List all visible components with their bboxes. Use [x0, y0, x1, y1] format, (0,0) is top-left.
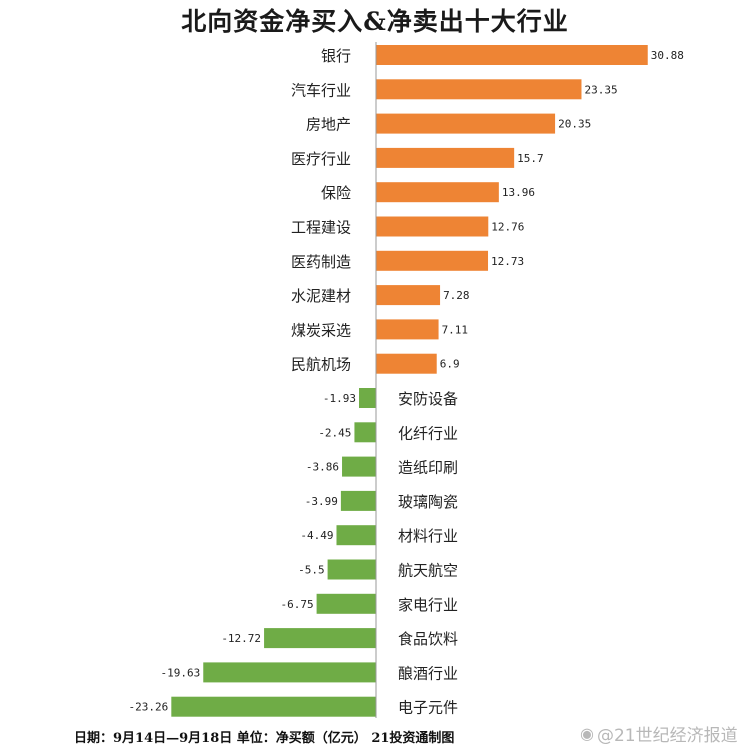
value-label: -6.75 [280, 598, 313, 611]
value-label: 30.88 [651, 49, 684, 62]
category-label: 造纸印刷 [398, 459, 458, 477]
chart-title: 北向资金净买入&净卖出十大行业 [181, 7, 569, 36]
category-label: 玻璃陶瓷 [398, 493, 458, 511]
value-label: -3.99 [305, 495, 338, 508]
category-label: 工程建设 [291, 219, 351, 237]
category-label: 食品饮料 [398, 630, 458, 648]
category-label: 材料行业 [398, 527, 458, 545]
bar-5 [376, 182, 499, 203]
value-label: -1.93 [323, 392, 356, 405]
bar-20 [171, 696, 376, 717]
bar-2 [376, 79, 582, 100]
bar-18 [264, 628, 376, 649]
bar-15 [336, 525, 376, 546]
category-label: 航天航空 [398, 562, 458, 580]
watermark: ◉ @21世纪经济报道 [580, 722, 738, 746]
value-label: -2.45 [318, 426, 351, 439]
category-label: 酿酒行业 [398, 664, 458, 682]
category-label: 房地产 [306, 116, 351, 134]
value-label: -4.49 [300, 529, 333, 542]
value-label: -3.86 [306, 461, 339, 474]
bar-13 [342, 456, 376, 477]
category-label: 化纤行业 [398, 424, 458, 442]
bar-4 [376, 147, 515, 168]
category-label: 医药制造 [291, 253, 351, 271]
bar-14 [340, 490, 376, 511]
category-label: 安防设备 [398, 390, 458, 408]
bar-17 [316, 593, 376, 614]
category-label: 医疗行业 [291, 150, 351, 168]
bar-9 [376, 319, 439, 340]
bar-10 [376, 353, 437, 374]
value-label: 12.76 [491, 221, 524, 234]
category-label: 银行 [321, 47, 351, 65]
category-label: 电子元件 [398, 699, 458, 717]
watermark-text: @21世纪经济报道 [596, 725, 738, 746]
value-label: 20.35 [558, 118, 591, 131]
value-label: 7.28 [443, 289, 470, 302]
bar-12 [354, 422, 376, 443]
bar-19 [203, 662, 376, 683]
footer-note: 日期：9月14日—9月18日 单位：净买额（亿元） 21投资通制图 [74, 731, 455, 746]
value-label: 23.35 [584, 83, 617, 96]
weibo-icon: ◉ [580, 723, 594, 743]
category-label: 家电行业 [398, 596, 458, 614]
value-label: -12.72 [221, 632, 261, 645]
value-label: -19.63 [161, 666, 201, 679]
bar-16 [327, 559, 376, 580]
category-label: 民航机场 [291, 356, 351, 374]
value-label: 7.11 [442, 323, 469, 336]
bar-7 [376, 250, 489, 271]
category-label: 水泥建材 [291, 287, 351, 305]
value-label: -5.5 [298, 564, 325, 577]
value-label: 12.73 [491, 255, 524, 268]
value-label: 13.96 [502, 186, 535, 199]
category-label: 汽车行业 [291, 81, 351, 99]
bar-6 [376, 216, 489, 237]
bar-11 [359, 388, 376, 408]
category-label: 保险 [321, 184, 351, 202]
value-label: 15.7 [517, 152, 544, 165]
bar-1 [376, 45, 648, 65]
value-label: 6.9 [440, 358, 460, 371]
category-label: 煤炭采选 [291, 321, 351, 339]
bar-8 [376, 285, 441, 306]
value-label: -23.26 [129, 701, 169, 714]
bar-3 [376, 113, 556, 134]
